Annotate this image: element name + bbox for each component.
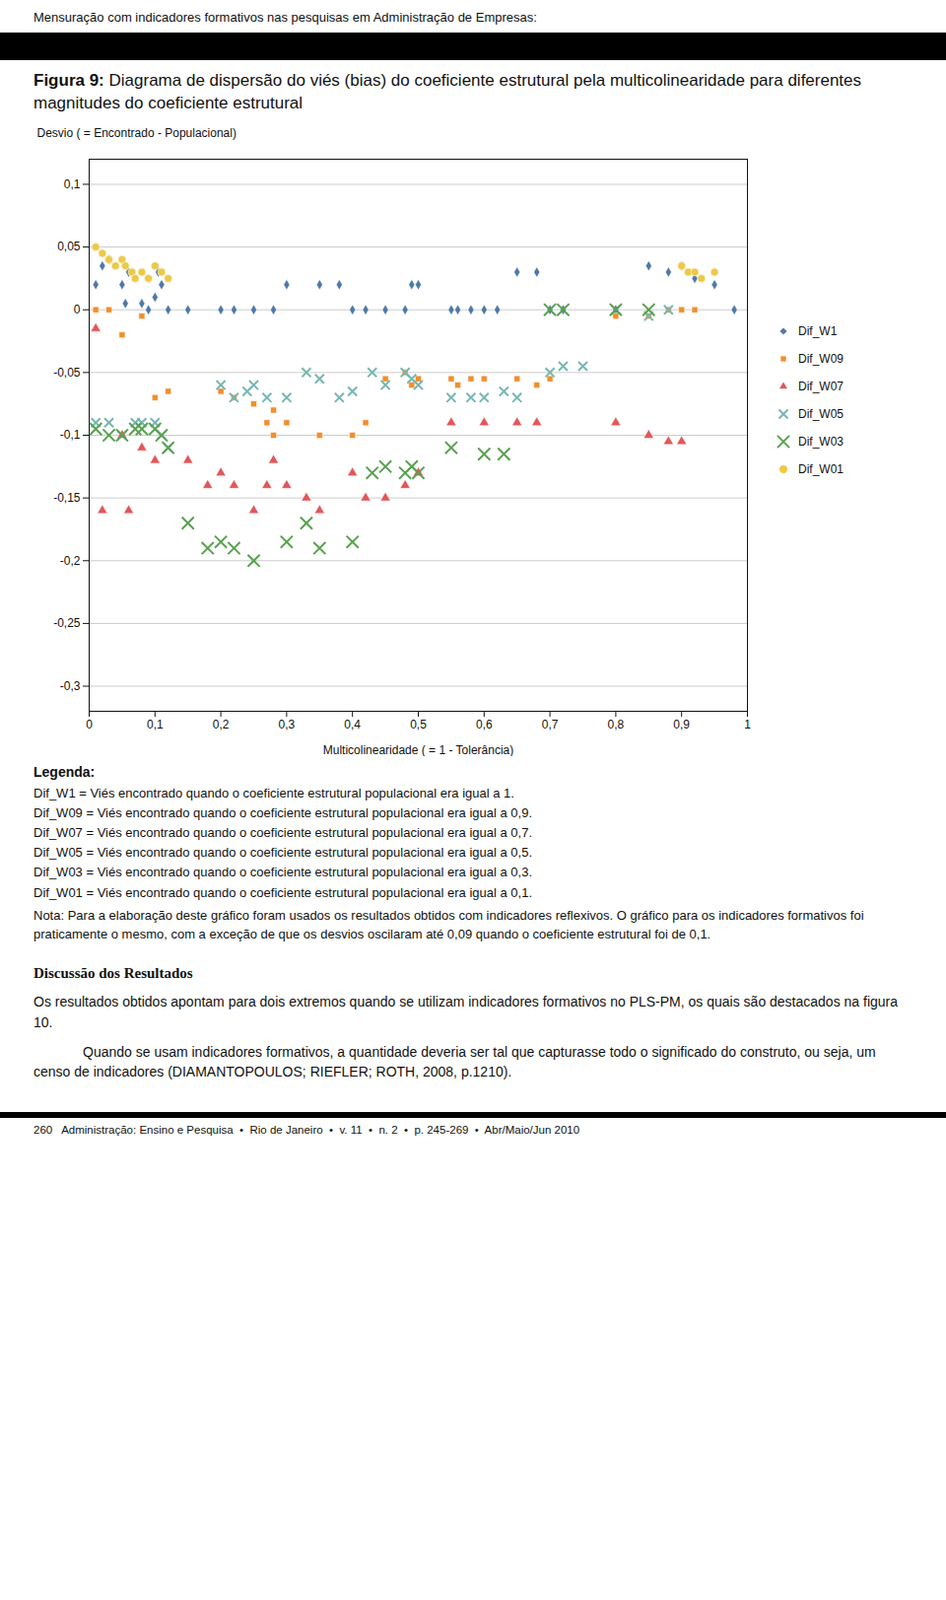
html-text:Dif_W09 = Viés encontrado quan: Dif_W09 = Viés encontrado quando o coefi… <box>33 805 533 820</box>
html-text:Nota: Para a elaboração deste: Nota: Para a elaboração deste gráfico fo… <box>33 907 868 941</box>
svg-text:1: 1 <box>743 717 751 732</box>
html-text:Dif_W07 = Viés encontrado quan: Dif_W07 = Viés encontrado quando o coefi… <box>33 824 533 840</box>
svg-text:0: 0 <box>85 717 93 732</box>
html-text:Dif_W07: Dif_W07 <box>798 379 844 394</box>
svg-text:-0,3: -0,3 <box>60 678 81 693</box>
html-text:Dif_W05 = Viés encontrado quan: Dif_W05 = Viés encontrado quando o coefi… <box>33 844 533 860</box>
svg-text:0,4: 0,4 <box>343 717 361 732</box>
svg-text:0,1: 0,1 <box>146 717 164 732</box>
html-text:Dif_W01 = Viés encontrado quan: Dif_W01 = Viés encontrado quando o coefi… <box>33 884 533 900</box>
html-text:Dif_W09: Dif_W09 <box>798 351 844 366</box>
html-text:Mensuração com indicadores for: Mensuração com indicadores formativos na… <box>33 9 537 25</box>
html-text:Dif_W03 = Viés encontrado quan: Dif_W03 = Viés encontrado quando o coefi… <box>33 864 533 880</box>
svg-text:-0,1: -0,1 <box>60 427 81 442</box>
html-text:Legenda:: Legenda: <box>33 763 95 780</box>
html-text:Figura 9: Diagrama de dispersã: Figura 9: Diagrama de dispersão do viés … <box>33 70 862 113</box>
html-text:Dif_W01: Dif_W01 <box>798 462 844 476</box>
svg-text:0: 0 <box>73 302 81 317</box>
svg-text:-0,05: -0,05 <box>53 365 81 380</box>
svg-text:0,7: 0,7 <box>541 717 559 732</box>
html-text:Dif_W05: Dif_W05 <box>798 406 844 421</box>
svg-text:0,2: 0,2 <box>212 717 230 732</box>
svg-text:0,1: 0,1 <box>64 177 81 192</box>
html-text:Dif_W1: Dif_W1 <box>798 324 837 338</box>
svg-text:0,6: 0,6 <box>475 717 493 732</box>
html-text:260 Administração: Ensino e Pe: 260 Administração: Ensino e Pesquisa • R… <box>33 1122 580 1135</box>
svg-text:Desvio ( = Encontrado - Popula: Desvio ( = Encontrado - Populacional) <box>37 126 237 140</box>
svg-text:0,9: 0,9 <box>673 717 690 732</box>
html-text:Dif_W1 = Viés encontrado quand: Dif_W1 = Viés encontrado quando o coefic… <box>33 785 515 801</box>
svg-text:0,3: 0,3 <box>278 717 296 732</box>
svg-text:-0,15: -0,15 <box>53 490 81 505</box>
svg-text:0,5: 0,5 <box>409 717 427 732</box>
svg-text:-0,2: -0,2 <box>60 552 81 567</box>
html-text:Os resultados obtidos apontam: Os resultados obtidos apontam para dois … <box>33 993 902 1030</box>
svg-text:-0,25: -0,25 <box>53 615 81 630</box>
svg-text:0,05: 0,05 <box>57 239 81 254</box>
html-text:Discussão dos Resultados: Discussão dos Resultados <box>33 965 193 981</box>
svg-text:0,8: 0,8 <box>608 717 625 732</box>
html-text:Quando se usam indicadores for: Quando se usam indicadores formativos, a… <box>33 1043 880 1080</box>
html-text:Dif_W03: Dif_W03 <box>798 434 844 449</box>
svg-text:Multicolinearidade ( = 1 - Tol: Multicolinearidade ( = 1 - Tolerância) <box>323 742 515 756</box>
